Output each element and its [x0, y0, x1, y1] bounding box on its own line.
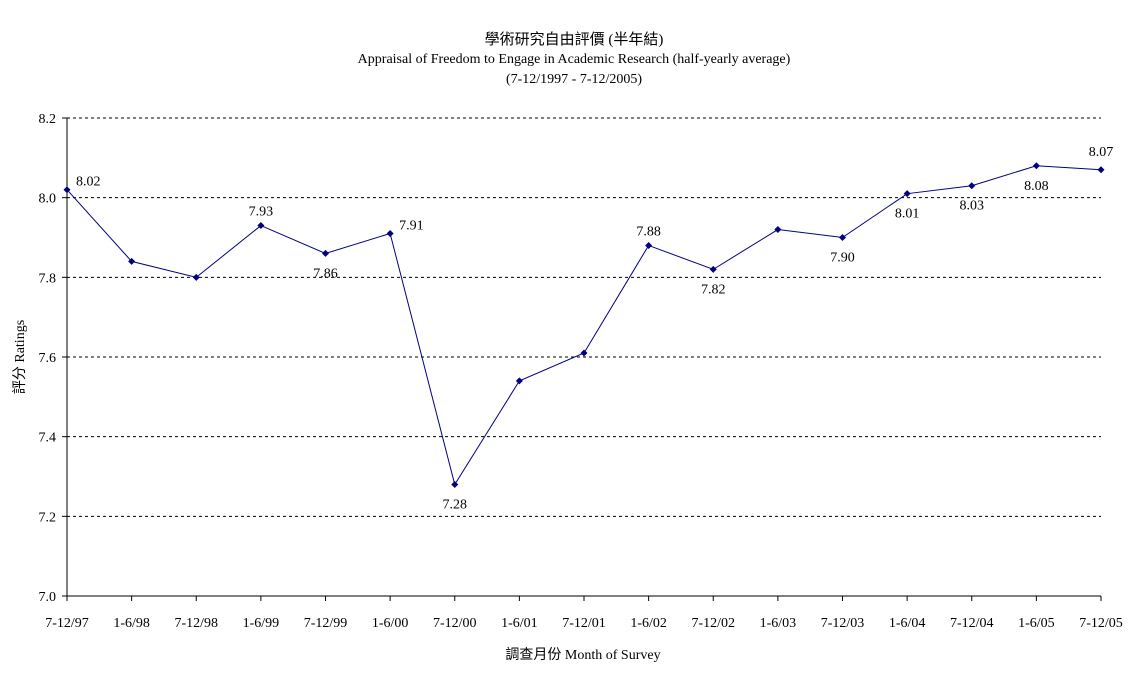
data-label: 8.08 — [1024, 179, 1049, 194]
x-tick-label: 7-12/05 — [1079, 616, 1123, 631]
x-tick-label: 7-12/04 — [950, 616, 994, 631]
data-point — [257, 222, 265, 230]
chart-period: (7-12/1997 - 7-12/2005) — [505, 72, 643, 87]
y-axis-label: 評分 Ratings — [12, 320, 28, 394]
chart-title-block: 學術研究自由評價 (半年結) Appraisal of Freedom to E… — [0, 30, 1148, 90]
y-tick-label: 7.4 — [39, 431, 57, 446]
x-tick-label: 1-6/04 — [889, 616, 926, 631]
data-point — [451, 480, 459, 488]
x-tick-label: 7-12/02 — [691, 616, 735, 631]
data-point — [515, 377, 523, 385]
data-label: 7.90 — [830, 251, 855, 266]
data-point — [1032, 162, 1040, 170]
y-tick-label: 8.2 — [39, 112, 57, 127]
y-tick-label: 8.0 — [39, 192, 57, 207]
data-label: 8.03 — [960, 199, 985, 214]
data-label: 8.01 — [895, 207, 920, 222]
data-point — [968, 182, 976, 190]
data-label: 7.28 — [443, 497, 468, 512]
chart-subtitle: Appraisal of Freedom to Engage in Academ… — [357, 52, 791, 67]
data-label: 7.93 — [249, 205, 274, 220]
data-point — [63, 186, 71, 194]
x-tick-label: 7-12/98 — [174, 616, 218, 631]
data-point — [839, 234, 846, 241]
data-point — [386, 230, 394, 238]
data-point — [128, 257, 136, 265]
x-tick-label: 1-6/05 — [1018, 616, 1055, 631]
data-point — [580, 349, 588, 357]
y-tick-label: 7.2 — [39, 510, 57, 525]
data-point — [192, 273, 200, 281]
gridlines — [67, 117, 1101, 517]
chart-title: 學術研究自由評價 (半年結) — [484, 32, 664, 48]
y-tick-label: 7.6 — [39, 351, 57, 366]
data-point — [709, 265, 717, 273]
data-point — [774, 226, 782, 234]
x-tick-label: 1-6/03 — [760, 616, 797, 631]
data-labels: 8.02 7.93 7.86 7.91 7.28 7.88 7.82 7.90 8.01 8.03… — [76, 145, 1113, 513]
x-axis-label: 調查月份 Month of Survey — [505, 647, 660, 663]
x-tick-label: 1-6/98 — [113, 616, 150, 631]
x-tick-label: 1-6/99 — [243, 616, 280, 631]
axes: 7.0 7.2 7.4 7.6 7.8 8.0 8.2 7-12/97 1-6/98 7-12/9… — [39, 112, 1123, 631]
x-tick-label: 1-6/02 — [630, 616, 667, 631]
data-label: 8.02 — [76, 175, 101, 190]
x-tick-label: 7-12/99 — [304, 616, 348, 631]
data-label: 7.91 — [399, 219, 424, 234]
x-tick-label: 7-12/03 — [821, 616, 865, 631]
data-label: 7.88 — [636, 224, 661, 239]
data-point — [1097, 166, 1105, 174]
data-label: 7.86 — [313, 266, 338, 281]
x-tick-label: 1-6/01 — [501, 616, 538, 631]
x-tick-label: 7-12/01 — [562, 616, 606, 631]
data-point — [903, 190, 911, 198]
data-series — [63, 162, 1105, 488]
data-label: 8.07 — [1089, 145, 1114, 160]
x-tick-label: 7-12/00 — [433, 616, 477, 631]
data-point — [645, 241, 653, 249]
y-tick-label: 7.8 — [39, 271, 57, 286]
data-label: 7.82 — [701, 282, 726, 297]
x-tick-label: 1-6/00 — [372, 616, 409, 631]
y-tick-label: 7.0 — [39, 590, 57, 605]
data-point — [322, 249, 329, 257]
x-tick-label: 7-12/97 — [45, 616, 89, 631]
